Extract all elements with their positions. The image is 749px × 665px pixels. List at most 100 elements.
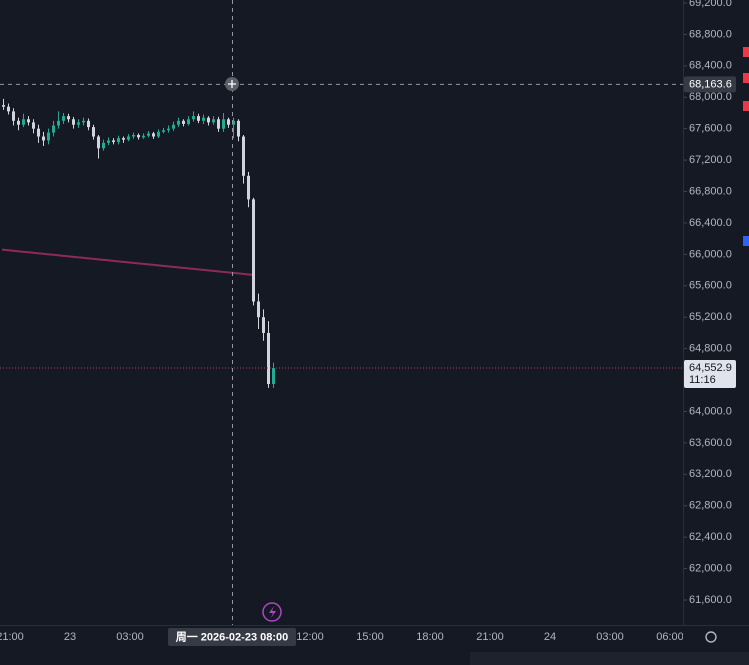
side-marker [743, 101, 749, 111]
candle-body [42, 136, 45, 141]
y-tick-label: 61,600.0 [689, 594, 732, 606]
candle-body [237, 120, 240, 137]
y-tick-label: 68,800.0 [689, 28, 732, 40]
y-tick-label: 66,000.0 [689, 248, 732, 260]
candle-body [242, 136, 245, 176]
toolbar [470, 652, 749, 665]
candle-body [227, 119, 230, 125]
candle-body [117, 138, 120, 143]
moving-average [1, 248, 253, 276]
candle-body [197, 116, 200, 121]
crosshair-price-box [684, 76, 736, 93]
candle-body [132, 134, 135, 137]
candle-body [87, 120, 90, 128]
candle-body [7, 106, 10, 112]
y-tick-label: 62,800.0 [689, 500, 732, 512]
x-tick-label: 03:00 [596, 631, 624, 643]
candle-body [67, 116, 70, 120]
candle-body [177, 120, 180, 125]
candle-body [127, 136, 130, 140]
x-tick-label: 03:00 [116, 631, 144, 643]
candle-body [137, 134, 140, 138]
x-tick-label: 12:00 [296, 631, 324, 643]
event-icon[interactable] [262, 602, 282, 622]
candle-body [27, 119, 30, 123]
y-tick-label: 62,400.0 [689, 531, 732, 543]
candle-body [247, 175, 250, 200]
last-price-label: 64,552.9 [689, 362, 732, 374]
candle-body [172, 124, 175, 129]
y-tick-label: 66,400.0 [689, 217, 732, 229]
candle-body [267, 332, 270, 384]
time-label-box [168, 628, 296, 646]
candle-body [222, 119, 225, 129]
y-tick-label: 64,000.0 [689, 405, 732, 417]
x-tick-label: 15:00 [356, 631, 384, 643]
add-icon [228, 80, 236, 88]
candle-body [72, 119, 75, 125]
crosshair-price-label: 68,163.6 [689, 78, 732, 90]
candle-body [272, 368, 275, 384]
x-tick-label: 23 [64, 631, 76, 643]
candle-body [207, 117, 210, 123]
y-tick-label: 67,200.0 [689, 154, 732, 166]
candle-body [217, 119, 220, 129]
y-tick-label: 68,000.0 [689, 91, 732, 103]
candle-body [252, 199, 255, 302]
candle-body [92, 127, 95, 137]
time-axis: 21:00 23 03:00 12:00 15:00 18:00 21:00 24 03:00 0… [0, 631, 684, 643]
crosshair-time-label: 周一 2026-02-23 08:00 [176, 630, 289, 643]
candle-body [97, 136, 100, 149]
candle-body [257, 301, 260, 318]
x-tick-label: 06:00 [656, 631, 684, 643]
y-tick-label: 67,600.0 [689, 123, 732, 135]
candle-body [32, 122, 35, 129]
price-axis: 61,600.0 62,000.0 62,400.0 62,800.0 63,200.0… [684, 0, 736, 606]
candle-body [232, 120, 235, 125]
x-tick-label: 24 [544, 631, 556, 643]
candle-body [152, 133, 155, 137]
y-tick-label: 65,200.0 [689, 311, 732, 323]
candle-body [192, 116, 195, 120]
candle-body [62, 116, 65, 121]
candle-body [162, 130, 165, 132]
candle-body [187, 119, 190, 124]
x-tick-label: 18:00 [416, 631, 444, 643]
y-tick-label: 69,200.0 [689, 0, 732, 9]
candle-body [122, 138, 125, 140]
event-bolt [269, 606, 276, 618]
x-tick-label: 21:00 [0, 631, 24, 643]
y-tick-label: 62,000.0 [689, 563, 732, 575]
settings-button[interactable] [705, 631, 717, 643]
side-marker [743, 236, 749, 246]
candle-body [22, 119, 25, 125]
candle-body [47, 132, 50, 141]
candle-body [182, 120, 185, 124]
y-tick-label: 68,400.0 [689, 60, 732, 72]
candle-body [77, 122, 80, 125]
countdown-label: 11:16 [689, 374, 716, 386]
y-tick-label: 65,600.0 [689, 280, 732, 292]
y-tick-label: 64,800.0 [689, 343, 732, 355]
candle-body [57, 120, 60, 126]
candle-body [82, 120, 85, 123]
candle-body [2, 105, 5, 107]
y-tick-label: 63,200.0 [689, 468, 732, 480]
side-marker [743, 73, 749, 83]
candle-body [157, 131, 160, 137]
candle-body [112, 140, 115, 143]
last-price-box [684, 360, 736, 389]
candle-body [102, 142, 105, 149]
candle-body [107, 140, 110, 143]
plot-area [0, 83, 683, 388]
candle-body [52, 125, 55, 133]
candle-body [202, 117, 205, 121]
candle-body [147, 133, 150, 136]
candle-body [12, 111, 15, 121]
y-tick-label: 63,600.0 [689, 437, 732, 449]
y-tick-label: 66,800.0 [689, 185, 732, 197]
candle-body [37, 128, 40, 137]
